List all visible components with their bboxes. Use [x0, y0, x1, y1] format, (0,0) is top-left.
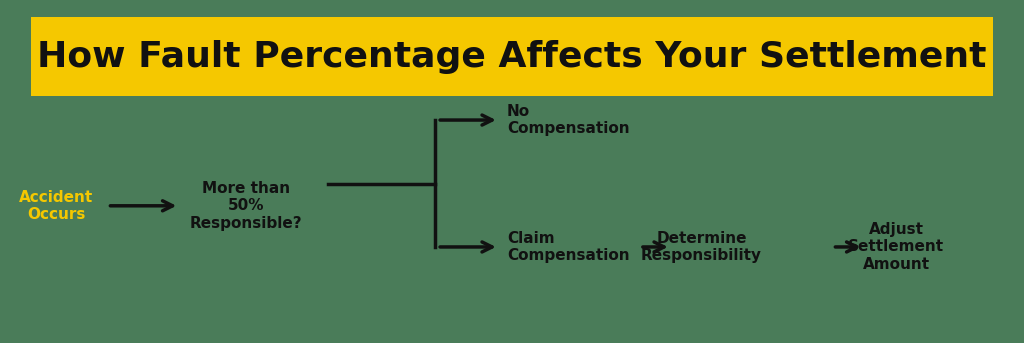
Text: No
Compensation: No Compensation: [507, 104, 630, 136]
Text: Accident
Occurs: Accident Occurs: [19, 190, 93, 222]
Text: Determine
Responsibility: Determine Responsibility: [641, 231, 762, 263]
Text: Adjust
Settlement
Amount: Adjust Settlement Amount: [848, 222, 944, 272]
Text: How Fault Percentage Affects Your Settlement: How Fault Percentage Affects Your Settle…: [37, 39, 987, 74]
Text: More than
50%
Responsible?: More than 50% Responsible?: [189, 181, 302, 231]
Text: Claim
Compensation: Claim Compensation: [507, 231, 630, 263]
FancyBboxPatch shape: [31, 17, 993, 96]
